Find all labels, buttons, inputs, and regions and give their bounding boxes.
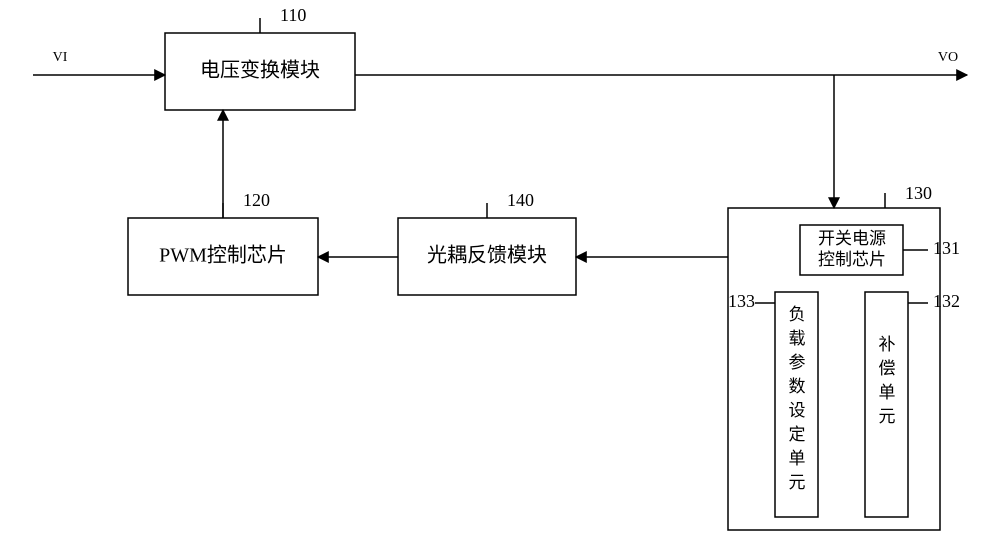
block-compensation (865, 292, 908, 517)
block-switch-ctrl-label2: 控制芯片 (818, 250, 886, 269)
block-switch-ctrl-label1: 开关电源 (818, 229, 886, 248)
ref-132: 132 (933, 291, 960, 311)
ref-131: 131 (933, 238, 960, 258)
ref-130: 130 (905, 183, 932, 203)
ref-140: 140 (507, 190, 534, 210)
ref-133: 133 (728, 291, 755, 311)
output-label: VO (938, 50, 958, 65)
ref-110: 110 (280, 5, 306, 25)
block-opto-feedback-label: 光耦反馈模块 (427, 244, 547, 267)
input-label: VI (53, 50, 68, 65)
block-voltage-conv-label: 电压变换模块 (200, 59, 320, 82)
ref-120: 120 (243, 190, 270, 210)
block-pwm-chip-label: PWM控制芯片 (159, 244, 287, 267)
